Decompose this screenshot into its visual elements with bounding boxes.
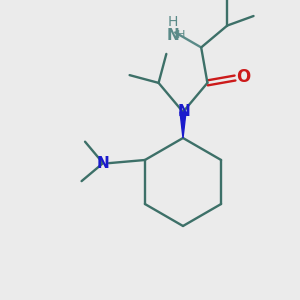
Text: H: H [177,30,185,40]
Text: N: N [178,103,190,118]
Text: H: H [168,15,178,29]
Text: N: N [97,156,110,171]
Text: O: O [236,68,250,86]
Text: N: N [167,28,180,43]
Polygon shape [180,112,186,138]
